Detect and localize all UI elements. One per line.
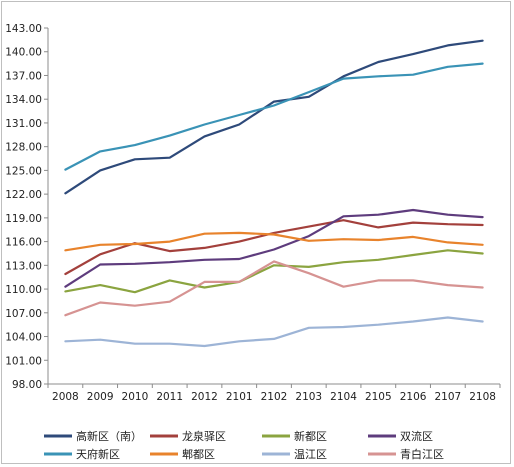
legend-label-3: 双流区 <box>400 429 433 443</box>
legend-label-2: 新都区 <box>294 429 327 443</box>
y-tick-label: 140.00 <box>5 47 42 59</box>
x-tick-label: 2009 <box>87 391 114 403</box>
y-tick-label: 131.00 <box>5 118 42 130</box>
x-tick-label: 2104 <box>330 391 357 403</box>
y-tick-label: 104.00 <box>5 332 42 344</box>
series-line-5 <box>64 231 484 252</box>
y-tick-label: 122.00 <box>5 189 42 201</box>
legend-label-5: 郫都区 <box>182 447 215 461</box>
y-tick-label: 98.00 <box>12 379 42 391</box>
axes <box>44 27 501 388</box>
y-tick-label: 107.00 <box>5 308 42 320</box>
y-tick-label: 134.00 <box>5 94 42 106</box>
y-tick-label: 119.00 <box>5 213 42 225</box>
x-tick-label: 2106 <box>400 391 427 403</box>
y-tick-label: 113.00 <box>5 260 42 272</box>
x-tick-label: 2101 <box>226 391 253 403</box>
y-tick-label: 128.00 <box>5 142 42 154</box>
y-tick-label: 116.00 <box>5 237 42 249</box>
series-line-0 <box>64 39 484 195</box>
legend-label-0: 高新区（南） <box>76 429 142 443</box>
x-tick-label: 2012 <box>191 391 218 403</box>
y-tick-label: 101.00 <box>5 355 42 367</box>
legend-label-7: 青白江区 <box>400 447 444 461</box>
x-tick-label: 2107 <box>434 391 461 403</box>
legend-label-6: 温江区 <box>294 448 327 461</box>
legend-label-1: 龙泉驿区 <box>182 429 226 443</box>
x-tick-labels: 2008 2009 2010 2011 2012 2101 2102 2103 2104 2105… <box>52 391 496 403</box>
series-line-3 <box>64 208 484 288</box>
series-line-6 <box>64 316 484 348</box>
y-tick-label: 125.00 <box>5 165 42 177</box>
legend-label-4: 天府新区 <box>76 447 120 461</box>
y-tick-label: 143.00 <box>5 23 42 35</box>
y-tick-labels: 98.00 101.00 104.00 107.00 110.00 113.00 116.0… <box>5 23 42 391</box>
x-tick-label: 2102 <box>261 391 288 403</box>
x-tick-label: 2105 <box>365 391 392 403</box>
y-tick-label: 137.00 <box>5 70 42 82</box>
x-tick-label: 2010 <box>122 391 149 403</box>
series-line-2 <box>64 249 484 294</box>
y-tick-label: 110.00 <box>5 284 42 296</box>
x-tick-label: 2103 <box>295 391 322 403</box>
x-tick-label: 2108 <box>469 391 496 403</box>
series-lines <box>64 39 484 348</box>
x-tick-label: 2008 <box>52 391 79 403</box>
x-tick-label: 2011 <box>156 391 183 403</box>
series-line-4 <box>64 62 484 171</box>
series-line-7 <box>64 260 484 317</box>
